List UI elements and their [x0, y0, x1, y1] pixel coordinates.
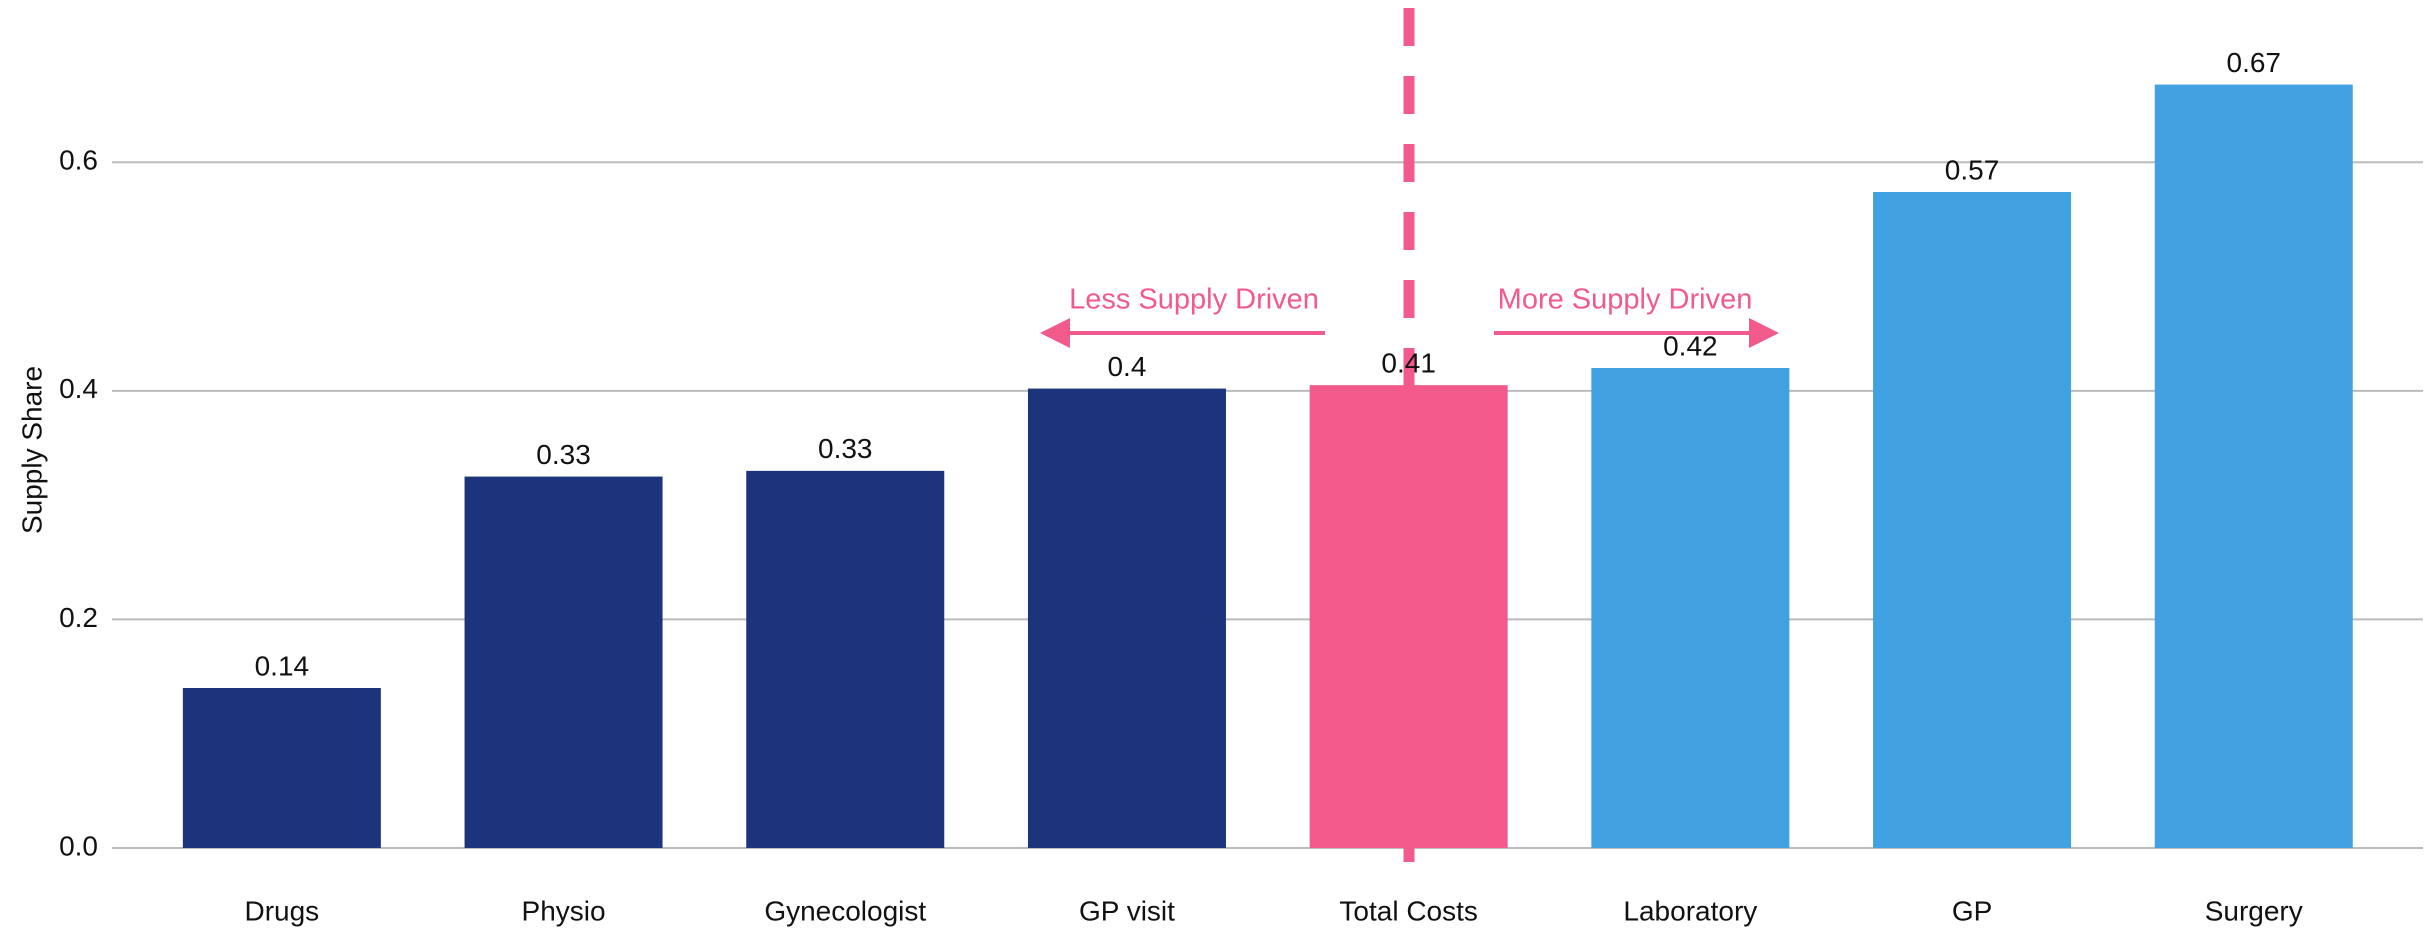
data-label: 0.57: [1945, 154, 2000, 185]
grid: [112, 161, 2423, 849]
bar: [182, 688, 381, 848]
x-tick-label: Total Costs: [1339, 895, 1478, 926]
bar: [464, 476, 663, 848]
bars: [182, 84, 2353, 849]
y-tick-label: 0.0: [59, 830, 98, 861]
x-tick-label: GP: [1952, 895, 1992, 926]
annotation: More Supply Driven: [1498, 284, 1753, 316]
x-tick-label: Physio: [522, 895, 606, 926]
data-label: 0.42: [1663, 330, 1718, 361]
bar: [1591, 368, 1790, 848]
data-label: 0.33: [818, 433, 873, 464]
data-label: 0.67: [2227, 47, 2282, 78]
y-tick-label: 0.2: [59, 602, 98, 633]
bar: [1027, 388, 1226, 848]
y-axis-label: Supply Share: [16, 366, 47, 534]
y-tick-label: 0.4: [59, 373, 98, 404]
annotation: Less Supply Driven: [1069, 284, 1319, 316]
data-label: 0.14: [255, 650, 310, 681]
data-label: 0.4: [1107, 351, 1146, 382]
x-tick-label: Surgery: [2205, 895, 2303, 926]
data-label: 0.33: [536, 439, 591, 470]
bar: [746, 470, 945, 848]
x-tick-label: Drugs: [244, 895, 319, 926]
data-label: 0.41: [1381, 348, 1436, 379]
arrow-head: [1749, 318, 1779, 348]
x-tick-label: Laboratory: [1623, 895, 1757, 926]
bar: [1873, 192, 2072, 848]
bar: [2154, 84, 2353, 849]
x-tick-label: Gynecologist: [764, 895, 926, 926]
arrow-head: [1040, 318, 1070, 348]
y-tick-label: 0.6: [59, 145, 98, 176]
x-tick-label: GP visit: [1079, 895, 1175, 926]
